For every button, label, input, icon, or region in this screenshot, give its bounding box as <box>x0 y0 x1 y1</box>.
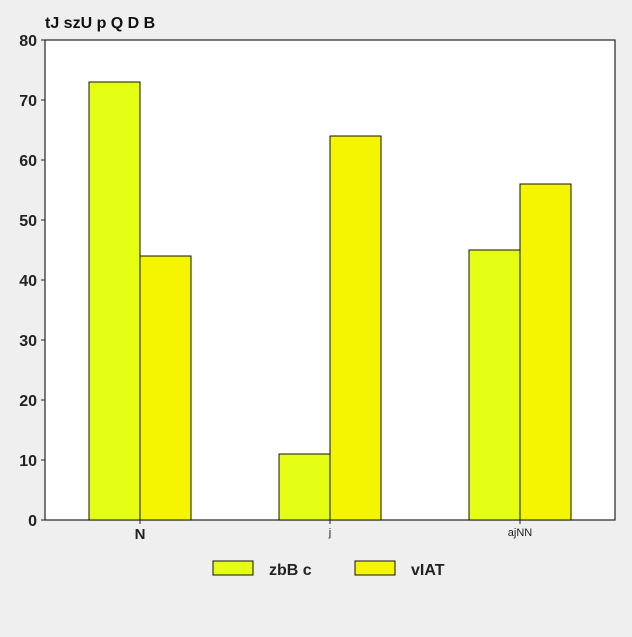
y-tick-label: 60 <box>19 153 37 170</box>
x-tick-label: ajNN <box>508 527 533 539</box>
chart-title: tJ szU p Q D B <box>45 15 155 32</box>
y-tick-label: 30 <box>19 333 37 350</box>
x-tick-label: j <box>328 527 331 539</box>
bar-series1 <box>279 454 330 520</box>
bar-series2 <box>140 256 191 520</box>
y-tick-label: 0 <box>28 513 37 530</box>
y-tick-label: 70 <box>19 93 37 110</box>
x-tick-label: N <box>135 526 146 543</box>
y-tick-label: 10 <box>19 453 37 470</box>
bar-series2 <box>330 136 381 520</box>
bar-series2 <box>520 184 571 520</box>
legend-swatch <box>213 561 253 575</box>
legend-label: zbB c <box>269 562 312 579</box>
y-tick-label: 80 <box>19 33 37 50</box>
legend-swatch <box>355 561 395 575</box>
legend-label: vIAT <box>411 562 445 579</box>
plot-area: 0 10 20 30 40 50 60 70 80 N j ajNN <box>19 33 615 543</box>
y-tick-label: 40 <box>19 273 37 290</box>
bar-series1 <box>469 250 520 520</box>
legend: zbB c vIAT <box>213 561 445 579</box>
bar-series1 <box>89 82 140 520</box>
y-tick-label: 50 <box>19 213 37 230</box>
y-tick-label: 20 <box>19 393 37 410</box>
